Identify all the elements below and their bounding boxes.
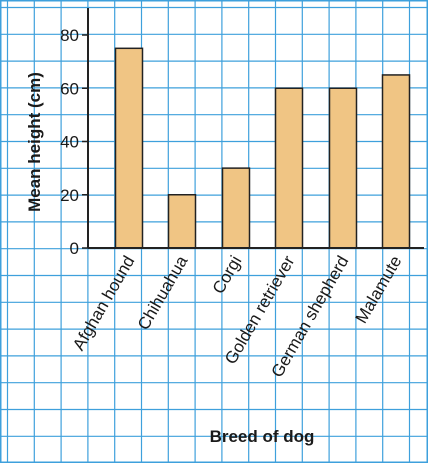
bar-1 xyxy=(167,194,197,249)
bar-4 xyxy=(328,87,358,249)
y-tick-label: 60 xyxy=(60,79,79,98)
y-tick-label: 40 xyxy=(60,133,79,152)
y-tick-labels: 0 20 40 60 80 xyxy=(60,26,79,258)
bar-5 xyxy=(381,74,411,249)
axes xyxy=(82,8,424,249)
y-tick-label: 0 xyxy=(70,239,79,258)
bar-3 xyxy=(274,87,304,249)
bar-0 xyxy=(114,47,144,249)
y-axis-title: Mean height (cm) xyxy=(25,72,44,212)
bar-2 xyxy=(221,167,251,249)
y-tick-label: 20 xyxy=(60,186,79,205)
y-tick-label: 80 xyxy=(60,26,79,45)
x-axis-title: Breed of dog xyxy=(210,427,315,446)
